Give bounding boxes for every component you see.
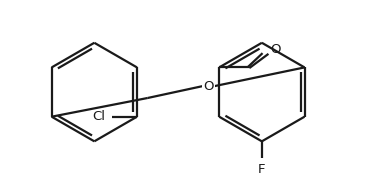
Text: O: O: [270, 43, 281, 56]
Text: O: O: [203, 80, 214, 93]
Text: F: F: [258, 163, 266, 176]
Text: Cl: Cl: [92, 110, 106, 123]
